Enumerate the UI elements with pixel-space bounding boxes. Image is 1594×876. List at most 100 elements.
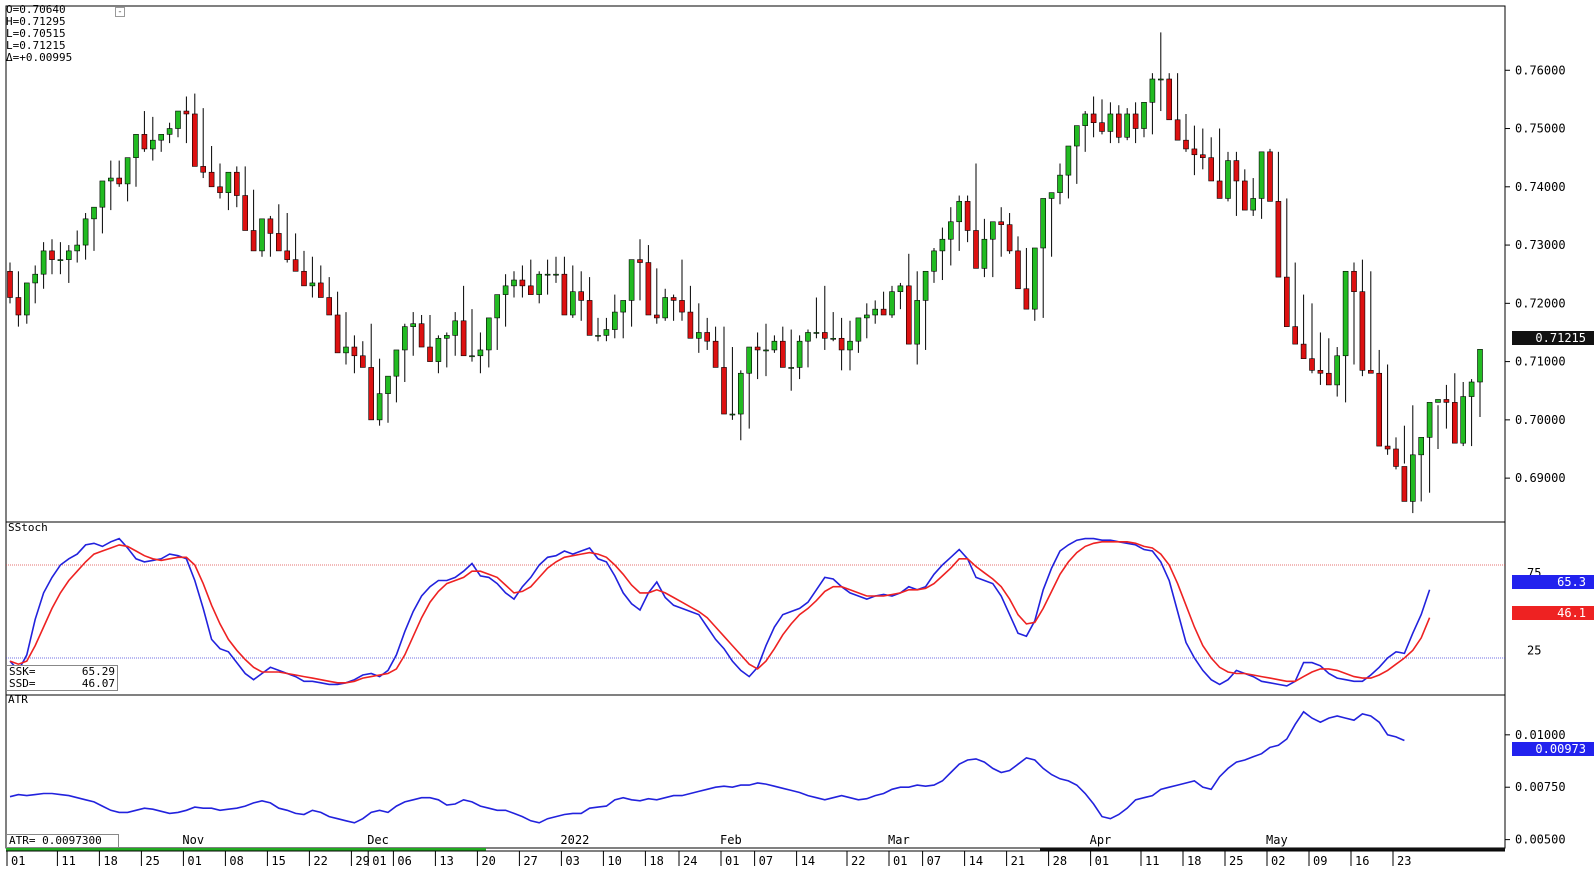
day-label: 23 xyxy=(1397,854,1411,868)
day-label: 03 xyxy=(565,854,579,868)
candle-body xyxy=(536,273,543,295)
candle-body xyxy=(284,250,291,260)
candle-body xyxy=(1158,78,1164,81)
candle-body xyxy=(1116,113,1122,138)
candle-body xyxy=(1099,122,1105,132)
day-label: 14 xyxy=(969,854,983,868)
candle-body xyxy=(981,238,988,269)
candle-body xyxy=(393,349,400,377)
sstoch-readout: SSK= 65.29 SSD= 46.07 xyxy=(6,665,118,691)
day-label: 01 xyxy=(725,854,739,868)
candle-body xyxy=(553,273,559,276)
candle-body xyxy=(141,134,148,150)
candle-body xyxy=(1300,343,1307,359)
month-label: 2022 xyxy=(560,833,589,847)
candle-body xyxy=(964,201,971,231)
price-tick-label: 0.72000 xyxy=(1515,296,1566,310)
candle-body xyxy=(1284,276,1290,327)
candle-body xyxy=(376,393,383,421)
candle-body xyxy=(637,259,643,263)
day-label: 10 xyxy=(607,854,621,868)
candle-body xyxy=(939,238,946,252)
candle-body xyxy=(1200,154,1206,158)
candle-body xyxy=(427,346,433,362)
ssd-value: 46.07 xyxy=(81,677,115,690)
day-label: 06 xyxy=(397,854,411,868)
candle-body xyxy=(443,335,450,339)
candle-body xyxy=(1368,370,1374,374)
candle-body xyxy=(998,221,1005,225)
candle-body xyxy=(1410,454,1416,502)
candle-body xyxy=(1418,437,1424,456)
month-label: May xyxy=(1266,833,1288,847)
price-tick-label: 0.75000 xyxy=(1515,122,1566,136)
candle-body xyxy=(1426,402,1433,438)
candle-body xyxy=(1107,113,1114,132)
candle-body xyxy=(418,323,425,348)
candle-body xyxy=(1124,113,1130,138)
candle-body xyxy=(91,206,97,220)
collapse-toggle-button[interactable]: - xyxy=(115,7,125,17)
candle-body xyxy=(108,177,114,182)
candle-body xyxy=(821,332,828,339)
candle-body xyxy=(586,300,593,336)
candle-body xyxy=(485,317,492,351)
candle-body xyxy=(1132,113,1139,129)
candle-body xyxy=(1208,157,1214,182)
candle-body xyxy=(872,308,879,316)
candle-body xyxy=(645,262,652,316)
candle-body xyxy=(1191,148,1198,156)
candle-body xyxy=(628,259,635,301)
candle-body xyxy=(259,218,265,252)
candle-body xyxy=(158,134,164,141)
candle-body xyxy=(1074,125,1080,147)
candle-body xyxy=(175,110,181,129)
candle-body xyxy=(1393,448,1399,467)
candle-body xyxy=(805,332,811,342)
day-label: 01 xyxy=(187,854,201,868)
day-label: 11 xyxy=(1145,854,1159,868)
candle-body xyxy=(82,218,89,246)
day-label: 20 xyxy=(481,854,495,868)
candle-body xyxy=(763,349,769,352)
candle-body xyxy=(301,270,307,287)
candle-body xyxy=(914,300,921,345)
candle-body xyxy=(469,355,475,358)
candle-body xyxy=(511,279,517,287)
open-value: O=0.70640 xyxy=(6,3,66,16)
candle-body xyxy=(721,367,727,415)
price-badge: 0.71215 xyxy=(1512,331,1594,345)
day-label: 01 xyxy=(11,854,25,868)
candle-body xyxy=(1468,381,1475,397)
candle-body xyxy=(670,297,677,301)
candle-body xyxy=(343,346,349,354)
day-label: 18 xyxy=(649,854,663,868)
candle-body xyxy=(1452,402,1458,444)
candle-body xyxy=(1292,326,1298,345)
candle-body xyxy=(746,346,753,374)
ohlc-readout: O=0.70640 H=0.71295 L=0.70515 L=0.71215 … xyxy=(6,4,72,64)
candle-body xyxy=(855,317,862,342)
candle-body xyxy=(1040,198,1046,249)
candle-body xyxy=(527,285,534,295)
ssd-badge: 46.1 xyxy=(1512,606,1594,620)
candle-body xyxy=(74,244,80,252)
day-label: 02 xyxy=(1271,854,1285,868)
candle-body xyxy=(611,311,618,330)
candle-body xyxy=(334,314,341,354)
candle-body xyxy=(1351,270,1357,292)
month-label: Dec xyxy=(367,833,389,847)
candle-body xyxy=(1359,291,1366,371)
day-label: 01 xyxy=(1095,854,1109,868)
candle-body xyxy=(192,113,198,167)
candle-body xyxy=(326,297,333,316)
candle-body xyxy=(679,300,685,313)
candle-body xyxy=(124,157,131,185)
x-axis: 01 11 18 25 01 08 15 22 29 01 06 13 20 27 03 10 18 24 01 07… xyxy=(6,833,1505,868)
candle-body xyxy=(779,340,786,368)
atr-title: ATR xyxy=(8,693,28,706)
candle-body xyxy=(217,186,223,193)
candle-body xyxy=(460,320,467,357)
candle-body xyxy=(183,110,190,115)
candle-body xyxy=(1174,119,1181,141)
